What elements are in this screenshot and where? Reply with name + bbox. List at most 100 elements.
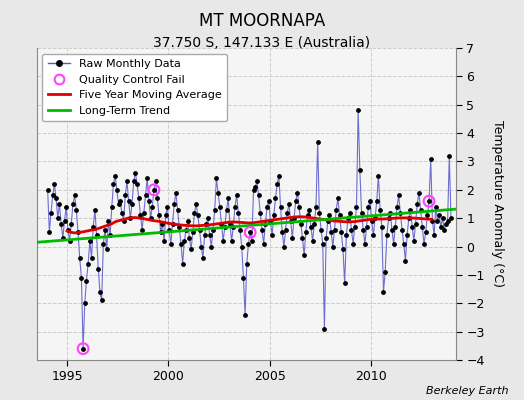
Point [386,209,395,216]
Point [219,238,227,244]
Point [241,312,249,318]
Point [217,221,226,227]
Point [237,243,246,250]
Point [151,178,160,184]
Point [288,235,297,241]
Point [265,198,273,204]
Point [275,172,283,179]
Point [234,209,243,216]
Point [309,238,317,244]
Point [271,195,280,202]
Point [64,226,72,233]
Point [263,204,271,210]
Point [189,229,197,236]
Point [251,184,259,190]
Point [249,187,258,193]
Point [88,255,96,261]
Point [81,300,89,306]
Point [356,167,364,173]
Point [325,212,334,218]
Point [211,206,219,213]
Point [67,221,75,227]
Point [101,226,109,233]
Point [119,218,128,224]
Point [53,215,62,221]
Point [107,204,116,210]
Point [233,192,241,199]
Point [374,172,383,179]
Point [445,152,453,159]
Point [55,201,63,207]
Point [408,224,417,230]
Point [364,204,373,210]
Point [405,215,413,221]
Point [97,297,106,304]
Point [136,212,145,218]
Point [295,204,303,210]
Point [398,226,406,233]
Point [435,212,443,218]
Point [423,212,432,218]
Legend: Raw Monthly Data, Quality Control Fail, Five Year Moving Average, Long-Term Tren: Raw Monthly Data, Quality Control Fail, … [42,54,227,121]
Point [85,238,94,244]
Point [305,206,313,213]
Point [185,235,193,241]
Point [298,235,307,241]
Point [369,232,378,238]
Point [50,181,59,187]
Point [194,212,202,218]
Point [436,224,445,230]
Point [163,204,172,210]
Point [349,240,357,247]
Point [158,221,167,227]
Point [62,204,70,210]
Point [72,206,81,213]
Point [126,215,135,221]
Point [177,240,185,247]
Point [401,258,410,264]
Point [69,201,77,207]
Point [205,232,214,238]
Point [442,221,450,227]
Y-axis label: Temperature Anomaly (°C): Temperature Anomaly (°C) [491,120,504,288]
Point [165,226,173,233]
Point [410,238,418,244]
Point [45,229,53,236]
Point [329,243,337,250]
Point [354,107,363,114]
Point [131,170,139,176]
Point [118,209,126,216]
Point [363,224,371,230]
Point [361,240,369,247]
Point [150,187,158,193]
Point [428,218,436,224]
Point [226,221,234,227]
Point [273,181,281,187]
Point [244,240,253,247]
Point [200,232,209,238]
Point [146,215,155,221]
Point [344,215,352,221]
Point [128,201,136,207]
Point [376,206,384,213]
Point [215,204,224,210]
Point [246,229,254,236]
Point [425,198,433,204]
Point [352,204,361,210]
Point [427,156,435,162]
Point [307,224,315,230]
Point [421,229,430,236]
Point [89,224,97,230]
Point [43,187,52,193]
Point [287,218,295,224]
Point [221,224,229,230]
Point [280,243,288,250]
Point [417,206,425,213]
Point [443,218,452,224]
Point [315,209,323,216]
Point [192,201,200,207]
Point [357,209,366,216]
Text: Berkeley Earth: Berkeley Earth [426,386,508,396]
Point [413,201,421,207]
Point [180,238,189,244]
